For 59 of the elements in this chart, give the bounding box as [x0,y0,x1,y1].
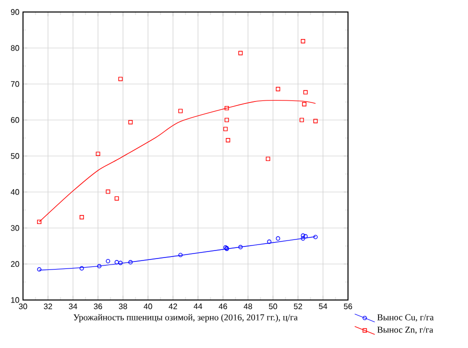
point [114,260,119,264]
point [128,260,133,264]
point [313,118,318,124]
line-series [38,100,316,222]
legend-label: Вынос Zn, г/га [377,326,434,334]
x-tick-label: 54 [318,304,328,310]
point [80,215,84,220]
y-tick-label: 90 [10,9,20,15]
point [106,258,110,264]
point [118,260,123,266]
x-tick-label: 38 [118,304,128,310]
point [118,76,123,82]
point [238,50,243,56]
point [303,234,308,238]
y-tick-label: 80 [10,45,20,51]
point [276,86,280,92]
point [276,236,280,241]
y-tick-label: 10 [11,297,20,303]
point [226,138,230,142]
y-tick-label: 50 [10,153,20,159]
point [106,189,110,194]
point [223,126,228,132]
point [114,196,119,201]
point [300,118,304,122]
x-tick-label: 46 [218,304,228,310]
point [224,118,229,122]
point [302,102,306,106]
point [178,108,183,114]
y-tick-label: 20 [10,261,20,267]
x-tick-label: 52 [294,304,302,310]
x-tick-label: 56 [344,304,352,310]
point [80,266,84,270]
point [96,152,100,156]
y-tick-label: 30 [10,225,20,231]
x-tick-label: 36 [94,304,102,310]
x-tick-label: 44 [194,304,202,310]
x-axis-title: Урожайность пшеницы озимой, зерно (2016, 2017 гг.), ц/га [74,314,298,322]
point [303,90,308,94]
point [97,264,102,268]
x-tick-label: 34 [68,304,78,310]
point [267,240,272,244]
x-tick-label: 42 [168,304,178,310]
x-tick-label: 32 [44,304,52,310]
point [300,233,306,238]
point [238,244,243,250]
y-tick-label: 70 [10,81,20,87]
y-tick-label: 40 [10,189,20,195]
point [224,106,229,110]
point [178,252,183,258]
x-tick-label: 48 [244,304,252,310]
x-tick-label: 40 [144,304,152,310]
point [128,120,133,124]
x-tick-label: 30 [18,304,28,310]
x-tick-label: 50 [268,304,278,310]
point [300,236,306,241]
point [266,156,270,162]
point [300,39,306,44]
y-tick-label: 60 [10,117,20,123]
legend-label: Вынос Cu, г/га [377,314,434,322]
